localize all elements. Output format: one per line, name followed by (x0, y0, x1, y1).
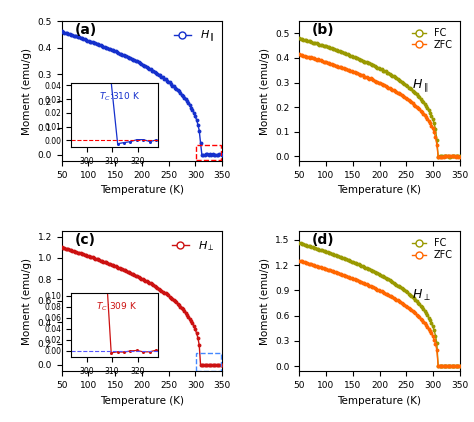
FC (423, 311, 429, 316)
X-axis label: Temperature (K): Temperature (K) (100, 186, 184, 195)
ZFC (339, 65, 345, 70)
ZFC (423, 114, 429, 119)
ZFC (296, 258, 302, 263)
Line: ZFC: ZFC (297, 52, 462, 159)
ZFC (407, 306, 413, 311)
Text: $H_{\perp}$: $H_{\perp}$ (411, 287, 430, 303)
ZFC (330, 62, 336, 68)
ZFC (407, 99, 413, 104)
FC (407, 292, 413, 298)
X-axis label: Temperature (K): Temperature (K) (337, 186, 421, 195)
FC (453, 154, 458, 159)
FC (296, 35, 302, 41)
ZFC (330, 269, 336, 274)
ZFC (423, 322, 429, 327)
ZFC (435, 154, 441, 159)
FC (330, 252, 336, 257)
Text: (c): (c) (74, 233, 95, 246)
X-axis label: Temperature (K): Temperature (K) (337, 396, 421, 406)
Y-axis label: Moment (emu/g): Moment (emu/g) (260, 48, 270, 135)
Legend: FC, ZFC: FC, ZFC (410, 26, 455, 52)
FC (385, 277, 391, 282)
ZFC (457, 364, 463, 369)
FC (453, 364, 458, 369)
Y-axis label: Moment (emu/g): Moment (emu/g) (22, 48, 32, 135)
ZFC (385, 292, 391, 298)
FC (339, 50, 345, 55)
Line: FC: FC (297, 36, 462, 159)
FC (435, 364, 441, 369)
FC (339, 255, 345, 260)
Text: (d): (d) (312, 233, 335, 246)
Line: ZFC: ZFC (297, 259, 462, 368)
FC (330, 46, 336, 51)
X-axis label: Temperature (K): Temperature (K) (100, 396, 184, 406)
ZFC (296, 51, 302, 57)
ZFC (385, 85, 391, 90)
ZFC (339, 272, 345, 277)
Text: (a): (a) (74, 22, 97, 36)
FC (407, 85, 413, 90)
FC (296, 241, 302, 246)
Y-axis label: Moment (emu/g): Moment (emu/g) (260, 258, 270, 345)
FC (457, 364, 463, 369)
ZFC (453, 154, 458, 159)
Legend: $H_{\parallel}$: $H_{\parallel}$ (172, 27, 217, 47)
Legend: FC, ZFC: FC, ZFC (410, 236, 455, 262)
Y-axis label: Moment (emu/g): Moment (emu/g) (22, 258, 32, 345)
FC (385, 71, 391, 76)
FC (435, 154, 441, 160)
ZFC (457, 154, 463, 159)
FC (457, 154, 463, 159)
Text: $H_{\parallel}$: $H_{\parallel}$ (411, 78, 428, 94)
ZFC (453, 364, 458, 369)
ZFC (450, 364, 456, 369)
Legend: $H_{\perp}$: $H_{\perp}$ (170, 237, 217, 255)
Text: (b): (b) (312, 22, 335, 36)
FC (423, 103, 429, 108)
Line: FC: FC (297, 241, 462, 368)
